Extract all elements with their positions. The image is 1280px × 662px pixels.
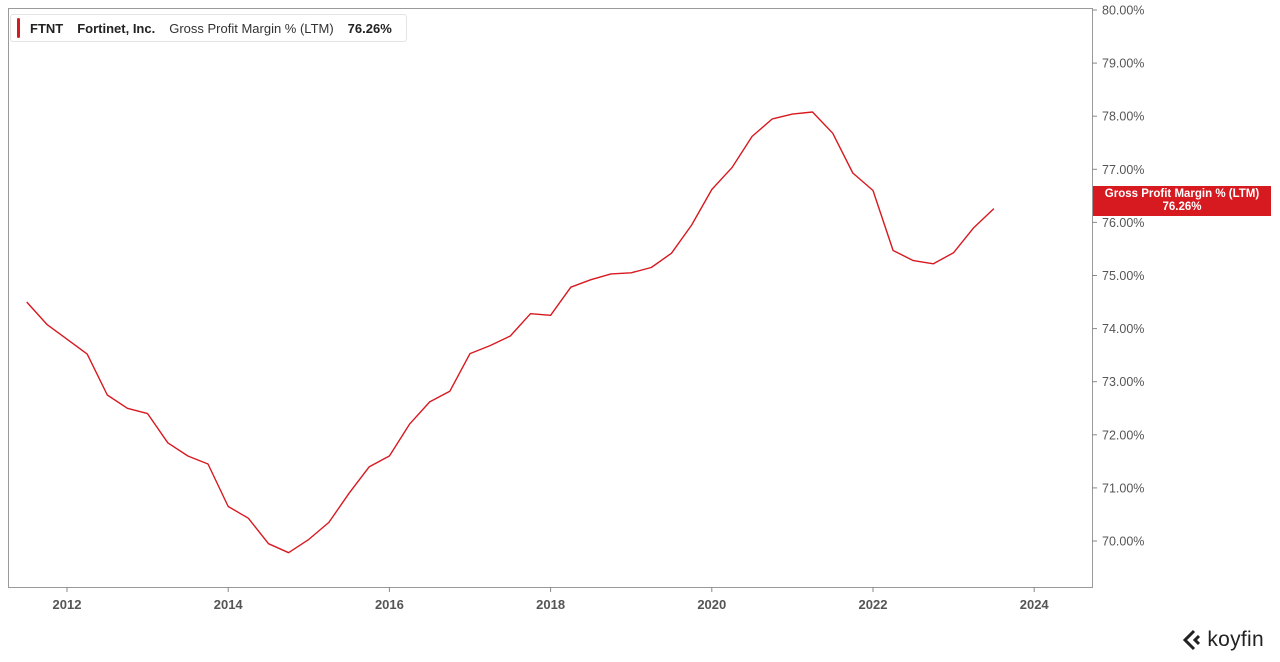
brand-name: koyfin — [1207, 628, 1264, 651]
y-tick-label: 74.00% — [1102, 322, 1144, 336]
y-tick-label: 71.00% — [1102, 481, 1144, 495]
last-value-label: Gross Profit Margin % (LTM) — [1104, 188, 1260, 200]
x-tick-label: 2016 — [375, 597, 404, 612]
koyfin-logo-icon — [1183, 629, 1201, 651]
last-value-tag: Gross Profit Margin % (LTM) 76.26% — [1093, 186, 1271, 216]
legend-ticker: FTNT — [30, 20, 64, 36]
y-tick-label: 73.00% — [1102, 375, 1144, 389]
y-tick-label: 77.00% — [1102, 163, 1144, 177]
x-tick-label: 2020 — [697, 597, 726, 612]
y-tick-label: 75.00% — [1102, 269, 1144, 283]
x-tick-label: 2014 — [214, 597, 244, 612]
legend-company: Fortinet, Inc. — [77, 20, 156, 36]
x-tick-label: 2024 — [1020, 597, 1050, 612]
y-tick-label: 70.00% — [1102, 535, 1144, 549]
y-axis: 70.00% 71.00% 72.00% 73.00% 74.00% 75.00% 76.0… — [1092, 4, 1144, 549]
brand-logo: koyfin — [1181, 628, 1264, 652]
legend-swatch — [17, 18, 20, 38]
y-tick-label: 72.00% — [1102, 428, 1144, 442]
y-tick-label: 79.00% — [1102, 57, 1144, 71]
last-value-number: 76.26% — [1162, 201, 1202, 213]
legend[interactable]: FTNT Fortinet, Inc. Gross Profit Margin … — [10, 14, 407, 42]
x-tick-label: 2018 — [536, 597, 565, 612]
x-tick-label: 2022 — [859, 597, 888, 612]
y-tick-label: 76.00% — [1102, 216, 1144, 230]
series-group — [26, 111, 995, 554]
x-axis: 2012 2014 2016 2018 2020 2022 2024 — [53, 587, 1050, 612]
y-tick-label: 78.00% — [1102, 110, 1144, 124]
y-tick-label: 80.00% — [1102, 4, 1144, 18]
legend-metric: Gross Profit Margin % (LTM) — [169, 20, 334, 36]
x-tick-label: 2012 — [53, 597, 82, 612]
legend-value: 76.26% — [347, 20, 392, 36]
plot-area-border — [8, 8, 1093, 588]
series-line — [26, 111, 995, 554]
